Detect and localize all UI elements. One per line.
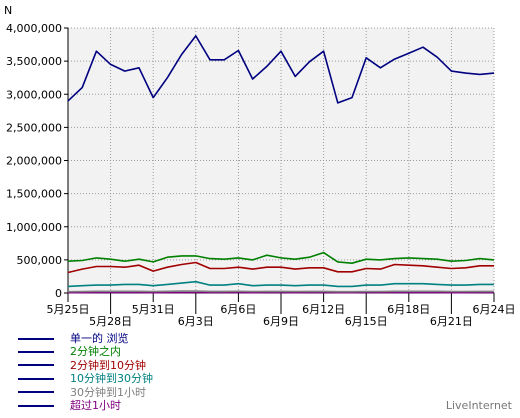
- series-line: [67, 35, 495, 104]
- x-tick-label: 6月12日: [302, 303, 345, 316]
- legend-label: 2分钟之内: [70, 345, 121, 359]
- legend-swatch: [18, 404, 54, 407]
- series-line: [67, 290, 494, 293]
- legend-item: 10分钟到30分钟: [18, 372, 153, 385]
- x-tick-label: 5月25日: [47, 303, 90, 316]
- y-axis-label: N: [4, 4, 12, 17]
- legend-swatch: [18, 377, 54, 380]
- legend-label: 10分钟到30分钟: [70, 372, 153, 386]
- legend-swatch: [18, 351, 54, 354]
- x-tick-label: 6月21日: [430, 315, 473, 328]
- legend-swatch: [18, 391, 54, 394]
- x-tick-label: 6月24日: [473, 303, 516, 316]
- x-tick-label: 6月18日: [387, 303, 430, 316]
- series-line: [67, 280, 494, 288]
- x-tick-label: 6月3日: [178, 315, 214, 328]
- line-chart: N 0 500,000 1,000,000 1,500,000 2,000,000 2,5…: [4, 4, 516, 328]
- legend-item: 2分钟到10分钟: [18, 359, 153, 372]
- legend-swatch: [18, 337, 54, 340]
- legend-swatch: [18, 364, 54, 367]
- legend-label: 单一的 浏览: [70, 332, 129, 345]
- y-tick-label: 2,000,000: [6, 155, 62, 168]
- y-tick-label: 1,000,000: [6, 221, 62, 234]
- x-tick-label: 5月31日: [132, 303, 175, 316]
- y-tick-label: 500,000: [17, 254, 63, 267]
- legend-item: 单一的 浏览: [18, 332, 153, 345]
- legend-label: 30分钟到1小时: [70, 385, 146, 399]
- legend-label: 2分钟到10分钟: [70, 358, 146, 372]
- x-tick-label: 6月15日: [345, 315, 388, 328]
- y-tick-label: 4,000,000: [6, 22, 62, 35]
- y-tick-label: 1,500,000: [6, 188, 62, 201]
- x-tick-label: 5月28日: [89, 315, 132, 328]
- y-tick-label: 3,000,000: [6, 88, 62, 101]
- legend: 单一的 浏览 2分钟之内 2分钟到10分钟 10分钟到30分钟 30分钟到1小时 超过1小…: [18, 332, 153, 412]
- x-tick-label: 6月9日: [263, 315, 299, 328]
- x-tick-label: 6月6日: [220, 303, 256, 316]
- y-tick-label: 3,500,000: [6, 55, 62, 68]
- legend-label: 超过1小时: [70, 398, 121, 412]
- series-line: [67, 261, 494, 274]
- y-tick-label: 2,500,000: [6, 121, 62, 134]
- legend-item: 30分钟到1小时: [18, 386, 153, 399]
- legend-item: 超过1小时: [18, 399, 153, 412]
- series-line: [67, 251, 495, 265]
- legend-item: 2分钟之内: [18, 345, 153, 358]
- y-tick-label: 0: [55, 287, 62, 300]
- brand-label: LiveInternet: [445, 399, 512, 412]
